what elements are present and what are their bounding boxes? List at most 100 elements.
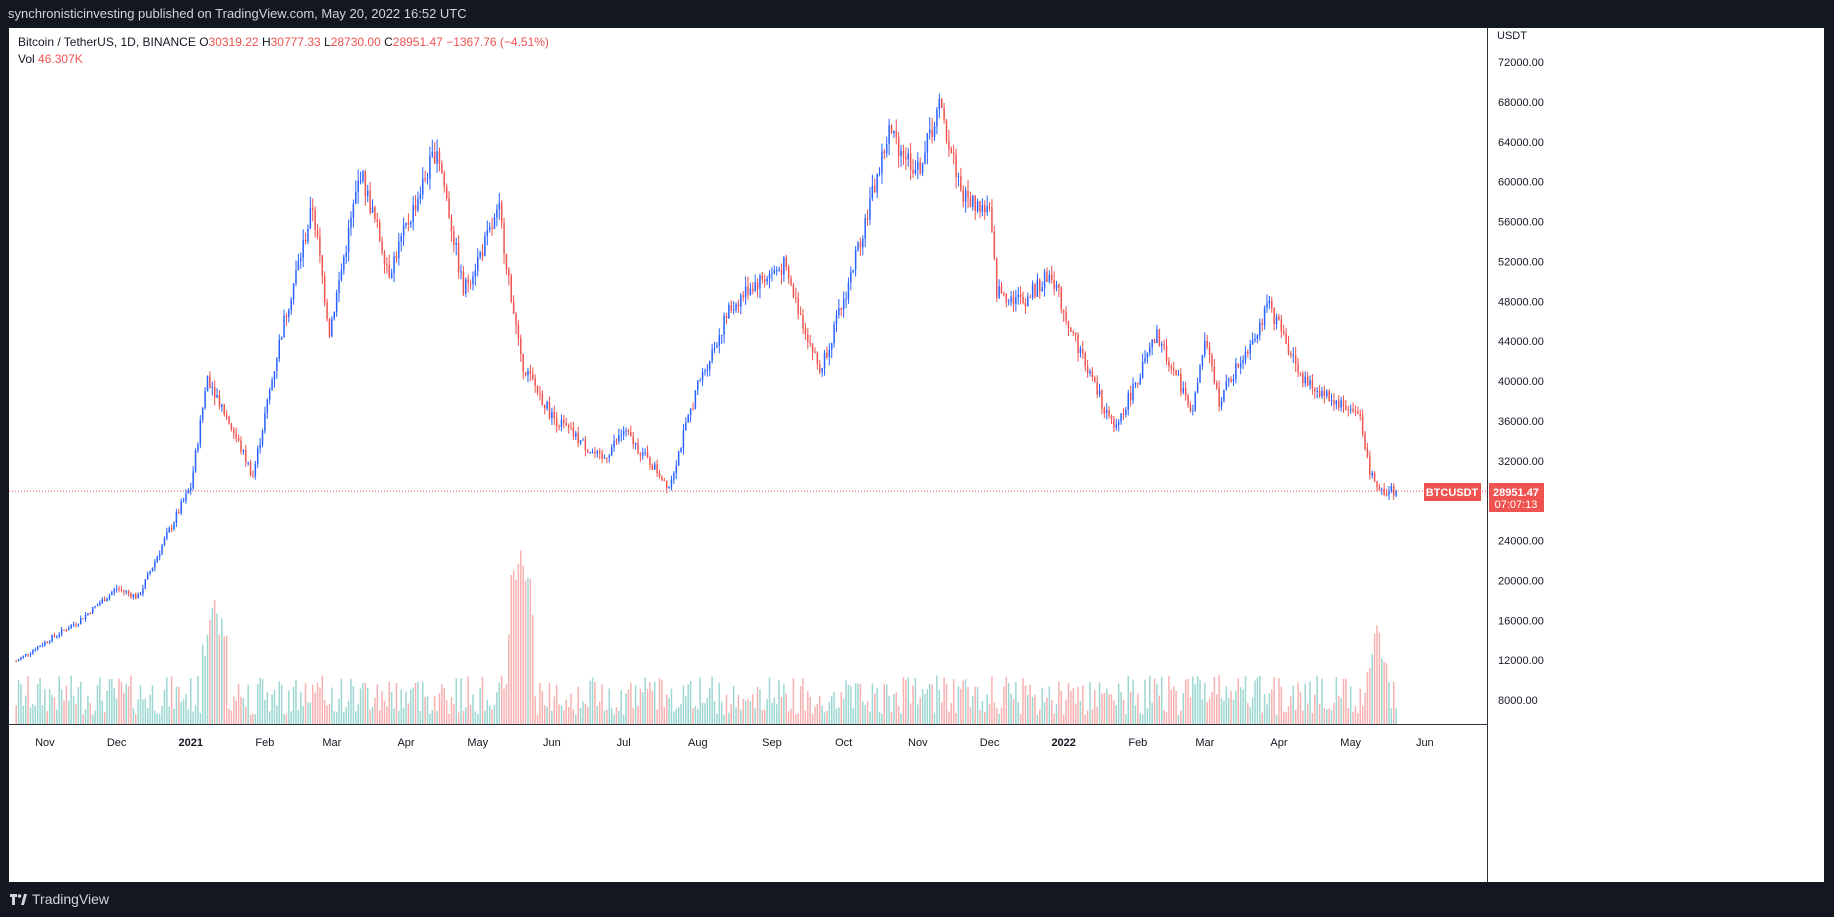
candle-body: [601, 453, 603, 459]
volume-bar: [1003, 686, 1005, 725]
volume-bar: [321, 675, 324, 725]
candle-body: [603, 457, 606, 459]
candle-body: [1024, 302, 1027, 307]
volume-bar: [981, 701, 984, 725]
volume-bar: [1311, 712, 1314, 725]
price-tick-label: 16000.00: [1498, 615, 1544, 627]
candle-body: [563, 419, 565, 424]
candle-body: [646, 452, 649, 458]
candle-body: [1158, 329, 1161, 346]
volume-bar: [974, 686, 976, 725]
time-tick-label: Apr: [1270, 737, 1287, 749]
candle-body: [1261, 322, 1263, 325]
candle-body: [443, 173, 446, 187]
volume-bar: [421, 682, 424, 725]
price-tick-label: 68000.00: [1498, 97, 1544, 109]
candle-body: [135, 594, 137, 599]
volume-bar: [1361, 705, 1364, 725]
volume-bar: [874, 693, 876, 725]
volume-bar: [390, 691, 393, 725]
volume-bar: [1074, 703, 1077, 725]
volume-bar: [491, 709, 493, 725]
volume-bar: [1309, 681, 1311, 725]
candle-body: [421, 178, 424, 195]
price-chart[interactable]: 8000.00 12000.00 16000.00 20000.00 24000.00 2…: [9, 28, 1824, 882]
candle-body: [630, 431, 632, 437]
volume-bar: [572, 709, 575, 725]
volume-bar: [567, 707, 570, 725]
candle-body: [1395, 491, 1397, 496]
candle-body: [1361, 415, 1364, 434]
candle-body: [450, 217, 453, 232]
volume-bar: [1220, 697, 1223, 725]
time-tick-label: Feb: [1128, 737, 1147, 749]
candle-body: [830, 343, 833, 350]
candle-body: [369, 190, 371, 214]
volume-bar: [182, 699, 185, 725]
candle-body: [598, 451, 601, 454]
volume-bar: [1306, 703, 1309, 725]
volume-bar: [1113, 700, 1115, 725]
candle-body: [173, 523, 175, 530]
candle-body: [952, 152, 955, 155]
volume-bar: [615, 707, 618, 725]
candle-body: [1378, 486, 1381, 490]
chart-pane[interactable]: 8000.00 12000.00 16000.00 20000.00 24000.00 2…: [9, 28, 1824, 882]
candle-body: [388, 264, 391, 278]
candle-body: [29, 653, 32, 655]
volume-bar: [1352, 711, 1354, 725]
volume-bar: [1247, 703, 1249, 725]
candle-body: [862, 238, 864, 248]
volume-bar: [809, 696, 811, 725]
volume-bar: [852, 707, 854, 725]
candle-body: [778, 269, 780, 271]
volume-bar: [139, 685, 142, 725]
volume-bar: [897, 706, 900, 725]
candle-body: [826, 352, 828, 358]
candle-body: [668, 487, 670, 489]
volume-bar: [539, 683, 541, 725]
candle-body: [1070, 328, 1072, 332]
volume-bar: [579, 707, 582, 725]
volume-bar: [228, 709, 230, 725]
candle-body: [962, 189, 964, 202]
candle-body: [1314, 388, 1316, 392]
volume-bar: [821, 705, 823, 725]
time-axis[interactable]: Nov Dec 2021 Feb Mar Apr May Jun Jul Aug Sep Oct Nov…: [35, 737, 1434, 749]
candle-body: [1342, 400, 1345, 406]
volume-bar: [445, 700, 448, 725]
volume-bar: [89, 703, 92, 725]
volume-bar: [158, 713, 161, 725]
candle-body: [534, 378, 536, 386]
candle-body: [682, 430, 685, 449]
tradingview-logo[interactable]: TradingView: [10, 882, 109, 917]
volume-bar: [412, 687, 414, 725]
candle-body: [178, 512, 180, 514]
candle-body: [1160, 344, 1163, 346]
volume-bar: [682, 685, 685, 725]
candle-body: [335, 292, 338, 312]
volume-bar: [613, 714, 615, 725]
candle-body: [84, 614, 87, 620]
candle-body: [417, 198, 419, 211]
volume-bar: [1261, 712, 1263, 725]
volume-bar: [457, 712, 460, 725]
time-tick-label: Sep: [762, 737, 782, 749]
candle-body: [1065, 312, 1067, 321]
candle-body: [917, 162, 919, 170]
candle-body: [505, 253, 508, 270]
volume-bar: [1048, 686, 1051, 725]
candle-body: [950, 148, 953, 153]
candle-body: [240, 440, 242, 452]
candle-body: [496, 209, 498, 218]
candle-body: [395, 256, 398, 259]
price-tick-label: 72000.00: [1498, 57, 1544, 69]
candle-body: [235, 433, 237, 438]
candle-body: [1192, 410, 1194, 412]
volume-bar: [135, 714, 137, 725]
candle-body: [658, 473, 661, 477]
volume-bar: [708, 687, 711, 725]
candle-body: [479, 252, 481, 258]
volume-bar: [462, 710, 465, 725]
price-axis[interactable]: 8000.0012000.0016000.0020000.0024000.002…: [1498, 57, 1544, 707]
